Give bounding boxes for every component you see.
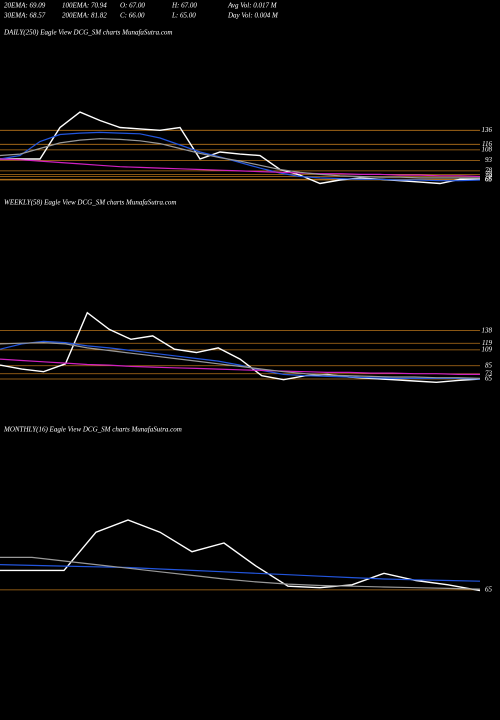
indicator-text: 200EMA: 81.82 [62, 12, 107, 20]
panel-title: WEEKLY(58) Eagle View DCG_SM charts Muna… [4, 199, 176, 207]
level-label: 66 [485, 175, 493, 183]
level-label: 93 [485, 156, 493, 164]
price-line [0, 340, 481, 380]
indicator-text: 20EMA: 69.09 [4, 2, 46, 10]
price-line [0, 138, 480, 179]
indicator-text: Day Vol: 0.004 M [227, 12, 279, 20]
indicator-text: L: 65.00 [171, 12, 196, 20]
level-label: 116 [482, 140, 492, 148]
price-line [0, 311, 481, 384]
level-label: 70 [485, 172, 493, 180]
level-label: 85 [485, 361, 493, 369]
level-label: 108 [482, 146, 493, 154]
price-line [0, 111, 480, 185]
panel-title: MONTHLY(16) Eagle View DCG_SM charts Mun… [3, 426, 182, 434]
price-line [0, 341, 481, 379]
level-label: 138 [482, 326, 493, 334]
indicator-text: Avg Vol: 0.017 M [227, 2, 278, 10]
indicator-text: 100EMA: 70.94 [62, 2, 107, 10]
level-label: 73 [485, 170, 493, 178]
level-label: 65 [485, 375, 493, 383]
level-label: 65 [485, 585, 493, 593]
price-line [0, 358, 480, 375]
indicator-text: H: 67.00 [171, 2, 197, 10]
indicator-text: C: 66.00 [120, 12, 145, 20]
price-line [0, 564, 481, 582]
indicator-text: O: 67.00 [120, 2, 145, 10]
indicator-text: 30EMA: 68.57 [3, 12, 46, 20]
price-line [0, 519, 481, 592]
price-line [0, 556, 481, 590]
level-label: 65 [485, 176, 493, 184]
level-label: 73 [485, 369, 493, 377]
price-line [0, 131, 481, 182]
price-line [0, 158, 481, 178]
level-label: 119 [482, 339, 492, 347]
panel-title: DAILY(250) Eagle View DCG_SM charts Muna… [3, 29, 173, 37]
level-label: 109 [482, 345, 493, 353]
level-label: 78 [485, 167, 493, 175]
level-label: 136 [482, 126, 493, 134]
